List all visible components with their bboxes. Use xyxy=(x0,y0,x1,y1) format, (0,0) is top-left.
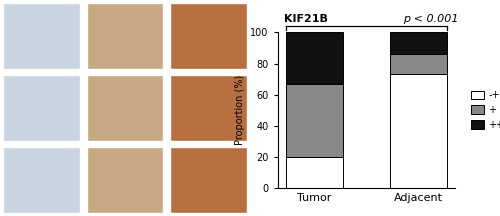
Bar xyxy=(286,157,343,188)
Text: p < 0.001: p < 0.001 xyxy=(403,14,458,24)
Bar xyxy=(170,147,246,213)
Bar xyxy=(286,84,343,157)
Text: KIF21B: KIF21B xyxy=(284,14,328,24)
Bar xyxy=(4,147,80,213)
Y-axis label: Proportion (%): Proportion (%) xyxy=(234,75,244,145)
Bar xyxy=(390,74,447,188)
Bar xyxy=(390,32,447,54)
Bar xyxy=(86,75,164,141)
Bar xyxy=(170,3,246,69)
Bar xyxy=(286,32,343,84)
Bar xyxy=(170,75,246,141)
Bar xyxy=(4,75,80,141)
Bar xyxy=(86,3,164,69)
Bar xyxy=(4,3,80,69)
Bar xyxy=(390,54,447,74)
Bar xyxy=(86,147,164,213)
Legend: -+, +, ++: -+, +, ++ xyxy=(467,86,500,134)
